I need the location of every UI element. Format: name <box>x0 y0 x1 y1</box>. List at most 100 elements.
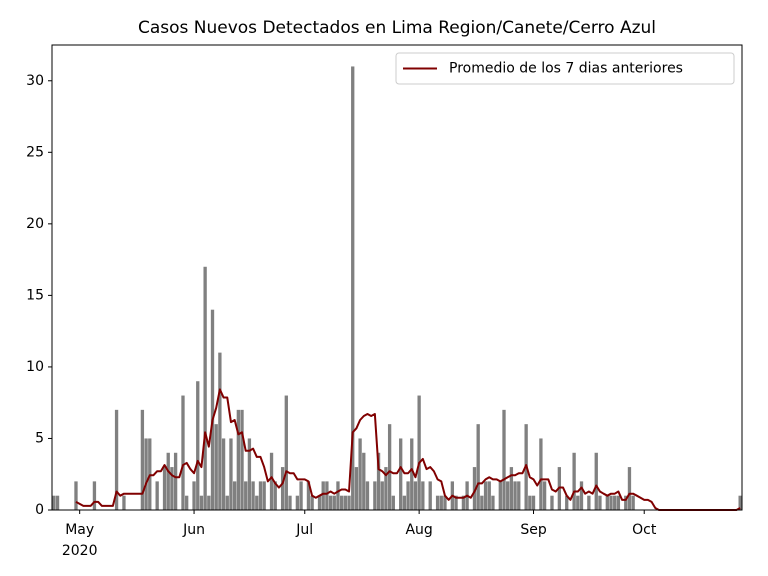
bar <box>269 452 274 510</box>
bar <box>321 481 325 510</box>
bar <box>295 495 300 510</box>
bar <box>627 467 632 510</box>
bar <box>502 409 506 510</box>
bar <box>476 424 480 510</box>
chart-title: Casos Nuevos Detectados en Lima Region/C… <box>138 18 656 38</box>
bar <box>358 438 362 510</box>
y-tick-label: 5 <box>35 430 44 446</box>
bar <box>613 495 617 510</box>
bar <box>542 481 547 510</box>
bar <box>491 495 495 510</box>
bar <box>498 481 502 510</box>
bar <box>55 495 60 510</box>
bar <box>539 438 543 510</box>
bar <box>594 452 598 510</box>
bar <box>443 495 447 510</box>
bar <box>166 452 170 510</box>
bar <box>417 395 421 510</box>
bar <box>513 481 517 510</box>
bar <box>351 66 355 510</box>
x-tick-label: Sep <box>520 522 547 538</box>
bar <box>192 481 196 510</box>
bar <box>624 495 628 510</box>
bar <box>506 481 510 510</box>
bar <box>387 424 392 510</box>
bar <box>384 467 388 510</box>
bar <box>579 481 584 510</box>
bar <box>262 481 266 510</box>
bar <box>255 495 259 510</box>
y-tick-label: 20 <box>26 216 44 232</box>
legend-label: Promedio de los 7 dias anteriores <box>449 61 683 77</box>
bar <box>517 481 521 510</box>
bar <box>232 481 237 510</box>
bar <box>572 452 576 510</box>
bar <box>288 495 292 510</box>
bar <box>173 452 178 510</box>
bar <box>218 352 222 510</box>
bar <box>616 495 621 510</box>
bar <box>421 481 425 510</box>
y-tick-label: 0 <box>35 502 44 518</box>
bar <box>509 467 514 510</box>
bar <box>280 467 285 510</box>
x-tick-label: Jun <box>182 522 205 538</box>
legend-box <box>395 52 735 85</box>
bar <box>310 495 314 510</box>
bar <box>343 495 348 510</box>
bar <box>332 495 336 510</box>
bar <box>306 481 311 510</box>
bar <box>565 495 569 510</box>
bar <box>170 467 174 510</box>
bar <box>362 452 366 510</box>
bar <box>461 495 466 510</box>
bar <box>185 495 189 510</box>
bar <box>480 495 484 510</box>
bar <box>354 467 359 510</box>
bar <box>738 495 742 510</box>
bar <box>317 495 322 510</box>
bar <box>144 438 148 510</box>
bar <box>373 481 377 510</box>
bar <box>244 481 248 510</box>
bar <box>365 481 370 510</box>
bar <box>258 481 263 510</box>
bar <box>210 309 215 510</box>
bar <box>207 495 211 510</box>
bar <box>229 438 233 510</box>
bar <box>483 481 488 510</box>
y-tick-label: 30 <box>26 73 44 89</box>
bar <box>487 481 491 510</box>
bar <box>376 452 381 510</box>
bar <box>336 481 340 510</box>
bar <box>428 481 432 510</box>
bar <box>631 495 635 510</box>
bar <box>162 467 167 510</box>
bar <box>439 495 443 510</box>
bar <box>380 481 384 510</box>
bar <box>399 438 403 510</box>
bar <box>328 495 333 510</box>
bar <box>531 495 536 510</box>
bar <box>410 438 414 510</box>
x-tick-label: May <box>65 522 94 538</box>
bar <box>214 424 218 510</box>
bar <box>347 495 351 510</box>
x-tick-label: Jul <box>295 522 313 538</box>
bar <box>339 495 344 510</box>
bar <box>325 481 329 510</box>
y-tick-label: 10 <box>26 359 44 375</box>
bar <box>221 438 226 510</box>
bar <box>299 481 303 510</box>
bar <box>454 495 458 510</box>
bar <box>391 495 395 510</box>
y-tick-label: 25 <box>26 144 44 160</box>
bar <box>284 395 288 510</box>
bar <box>406 481 410 510</box>
bar <box>181 395 185 510</box>
bar <box>74 481 78 510</box>
x-year-label: 2020 <box>62 543 98 559</box>
bar <box>576 495 580 510</box>
bar <box>240 409 244 510</box>
